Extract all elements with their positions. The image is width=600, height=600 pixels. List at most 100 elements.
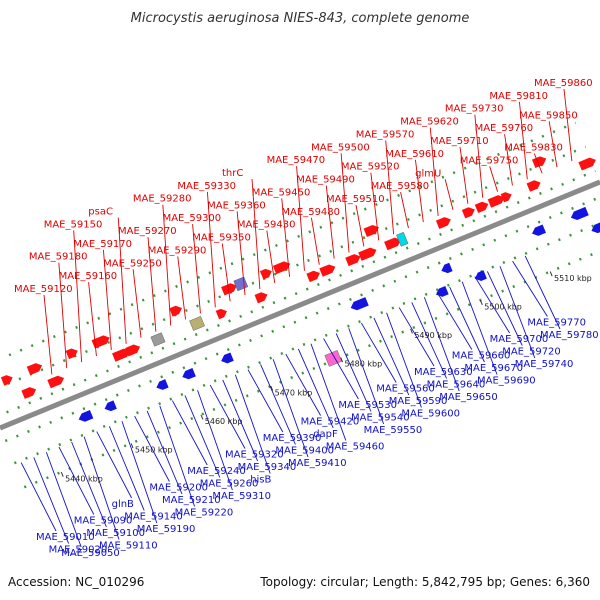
top-gene-label-24: MAE_59580 bbox=[371, 181, 430, 192]
feature-reverse-6 bbox=[104, 400, 117, 412]
kbp-tick-mark-6 bbox=[479, 300, 483, 306]
bottom-leader-29 bbox=[386, 312, 422, 408]
top-gene-label-23: MAE_59570 bbox=[356, 129, 415, 140]
kbp-tick-label-7: 5510 kbp bbox=[554, 274, 592, 283]
feature-reverse-43 bbox=[591, 222, 600, 234]
bottom-leader-13 bbox=[184, 395, 221, 478]
top-gene-label-32: MAE_59810 bbox=[489, 91, 548, 102]
top-leader-31 bbox=[504, 134, 513, 186]
bottom-gene-label-26: MAE_59550 bbox=[364, 425, 423, 436]
bottom-leader-38 bbox=[499, 266, 536, 359]
bottom-gene-label-2: MAE_59050 bbox=[61, 548, 120, 559]
feature-forward-28 bbox=[363, 225, 379, 238]
bottom-leader-0 bbox=[20, 462, 57, 532]
bottom-gene-label-7: MAE_59140 bbox=[124, 512, 183, 523]
bottom-leader-16 bbox=[222, 379, 259, 462]
top-gene-label-6: MAE_59250 bbox=[103, 258, 162, 269]
top-gene-label-17: MAE_59470 bbox=[267, 155, 326, 166]
top-leader-30 bbox=[489, 166, 499, 192]
top-leader-15 bbox=[266, 230, 276, 284]
bottom-gene-label-23: MAE_59460 bbox=[326, 442, 385, 453]
feature-reverse-39 bbox=[532, 224, 546, 236]
feature-forward-38 bbox=[500, 192, 512, 203]
top-gene-label-29: MAE_59730 bbox=[445, 104, 504, 115]
top-leader-4 bbox=[102, 249, 112, 350]
feature-forward-23 bbox=[306, 270, 320, 283]
bottom-gene-label-1: MAE_59020 bbox=[49, 545, 108, 556]
bottom-leader-11 bbox=[159, 405, 196, 507]
top-gene-label-11: MAE_59330 bbox=[177, 181, 236, 192]
bottom-leader-17 bbox=[234, 374, 271, 474]
bottom-gene-label-32: MAE_59650 bbox=[439, 392, 498, 403]
track-guide-2 bbox=[0, 169, 596, 417]
bottom-gene-label-24: MAE_59530 bbox=[338, 400, 397, 411]
bottom-gene-label-12: MAE_59240 bbox=[187, 466, 246, 477]
bottom-leader-7 bbox=[108, 426, 145, 511]
feature-forward-2 bbox=[26, 363, 43, 376]
track-guide-3 bbox=[4, 195, 600, 443]
kbp-tick-mark-7 bbox=[549, 271, 553, 277]
bottom-leader-26 bbox=[348, 328, 385, 425]
top-leader-25 bbox=[414, 159, 424, 223]
track-guide-4 bbox=[13, 221, 600, 465]
bottom-leader-31 bbox=[411, 302, 448, 379]
bottom-gene-label-28: MAE_59590 bbox=[389, 396, 448, 407]
top-gene-label-35: MAE_59860 bbox=[534, 78, 593, 89]
bottom-leader-20 bbox=[272, 359, 309, 458]
top-leader-1 bbox=[58, 262, 68, 369]
top-gene-label-34: MAE_59850 bbox=[519, 110, 578, 121]
feature-forward-9 bbox=[125, 344, 141, 357]
feature-forward-27 bbox=[358, 247, 377, 261]
bottom-gene-label-20: MAE_59410 bbox=[288, 458, 347, 469]
top-gene-label-33: MAE_59830 bbox=[504, 143, 563, 154]
bottom-gene-label-22: dapF bbox=[313, 429, 338, 440]
bottom-leader-18 bbox=[247, 369, 284, 433]
bottom-leader-22 bbox=[297, 348, 334, 429]
bottom-gene-label-10: MAE_59210 bbox=[162, 495, 221, 506]
kbp-tick-mark-0 bbox=[60, 471, 64, 477]
feature-box-30 bbox=[396, 231, 409, 247]
kbp-tick-mark-4 bbox=[340, 357, 344, 363]
feature-forward-7 bbox=[91, 335, 110, 349]
top-leader-20 bbox=[340, 153, 350, 253]
feature-forward-3 bbox=[47, 375, 65, 389]
kbp-tick-mark-2 bbox=[200, 414, 204, 420]
bottom-gene-label-9: MAE_59200 bbox=[149, 483, 208, 494]
bottom-gene-label-15: MAE_59320 bbox=[225, 450, 284, 461]
bottom-gene-label-13: MAE_59260 bbox=[200, 479, 259, 490]
feature-forward-5 bbox=[65, 348, 78, 360]
bottom-gene-label-16: MAE_59340 bbox=[238, 462, 297, 473]
top-leader-8 bbox=[162, 204, 172, 326]
feature-layer bbox=[0, 156, 600, 422]
feature-box-11 bbox=[150, 332, 166, 347]
feature-box-22 bbox=[324, 350, 342, 367]
kbp-tick-label-0: 5440 kbp bbox=[65, 474, 103, 483]
bottom-gene-label-14: MAE_59310 bbox=[212, 491, 271, 502]
feature-reverse-15 bbox=[221, 352, 234, 364]
top-leader-3 bbox=[88, 282, 97, 357]
leader-lines bbox=[20, 88, 573, 548]
top-leader-23 bbox=[385, 140, 395, 235]
top-leader-26 bbox=[429, 127, 439, 216]
bottom-leader-35 bbox=[461, 281, 498, 375]
bottom-leader-10 bbox=[146, 410, 183, 495]
feature-reverse-12 bbox=[182, 368, 196, 380]
bottom-gene-label-39: MAE_59770 bbox=[527, 318, 586, 329]
feature-reverse-25 bbox=[350, 297, 369, 311]
bottom-leader-37 bbox=[486, 271, 523, 346]
feature-forward-13 bbox=[169, 305, 182, 317]
top-gene-label-15: MAE_59430 bbox=[237, 220, 296, 231]
feature-forward-1 bbox=[21, 387, 37, 399]
bottom-leader-30 bbox=[398, 307, 435, 367]
top-gene-label-2: MAE_59150 bbox=[44, 219, 103, 230]
bottom-gene-label-6: glnB bbox=[112, 499, 134, 510]
feature-reverse-34 bbox=[474, 270, 487, 281]
feature-reverse-31 bbox=[435, 285, 449, 297]
top-gene-label-8: MAE_59280 bbox=[133, 194, 192, 205]
bottom-leader-21 bbox=[285, 353, 321, 416]
top-leader-24 bbox=[400, 192, 409, 229]
top-leader-12 bbox=[221, 243, 231, 302]
bottom-leader-36 bbox=[474, 276, 510, 334]
bottom-gene-label-5: MAE_59110 bbox=[99, 541, 158, 552]
